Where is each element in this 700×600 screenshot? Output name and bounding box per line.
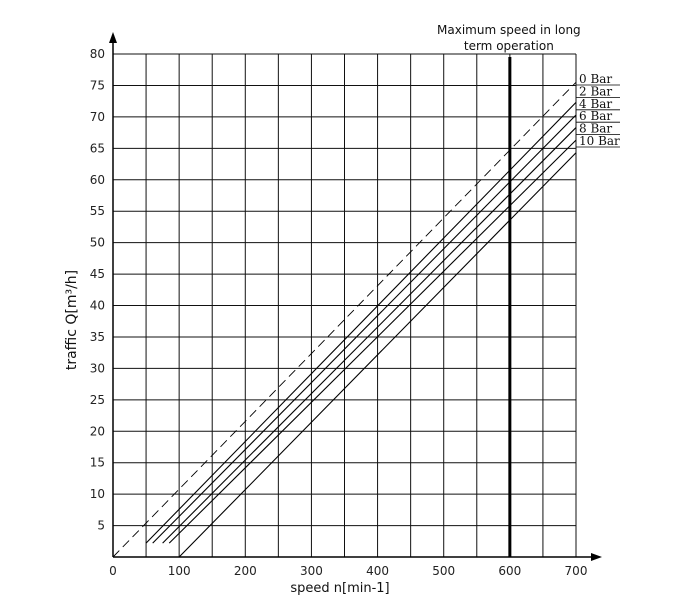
y-tick-label: 45 [90, 267, 105, 281]
max-speed-annotation-line2: term operation [464, 39, 554, 53]
x-axis-arrow-icon [591, 553, 602, 561]
y-tick-label: 35 [90, 330, 105, 344]
max-speed-annotation-line1: Maximum speed in long [437, 23, 581, 37]
grid-lines [113, 53, 577, 557]
series-line [162, 127, 577, 544]
series-label: 0 Bar [579, 72, 612, 86]
axes [109, 32, 602, 561]
y-tick-label: 40 [90, 299, 105, 313]
series-label: 8 Bar [579, 122, 612, 136]
y-tick-label: 50 [90, 236, 105, 250]
y-tick-label: 60 [90, 173, 105, 187]
y-axis-label: traffic Q[m³/h] [64, 270, 80, 370]
series-label: 4 Bar [579, 97, 612, 111]
y-tick-label: 20 [90, 424, 105, 438]
y-tick-label: 75 [90, 78, 105, 92]
y-tick-label: 15 [90, 456, 105, 470]
series-label: 2 Bar [579, 84, 612, 98]
y-tick-label: 65 [90, 141, 105, 155]
y-tick-label: 30 [90, 361, 105, 375]
series-line [112, 81, 577, 558]
y-tick-label: 55 [90, 204, 105, 218]
series-label: 10 Bar [579, 134, 620, 148]
y-tick-label: 25 [90, 393, 105, 407]
x-axis-label: speed n[min-1] [290, 581, 389, 596]
series-line [168, 139, 577, 544]
series-line [152, 114, 577, 544]
x-tick-label: 500 [432, 564, 455, 578]
y-tick-label: 10 [90, 487, 105, 501]
series-label: 6 Bar [579, 109, 612, 123]
x-tick-label: 0 [109, 564, 117, 578]
tick-labels: 0 100 200 300 400 500 600 700 5 10 15 20 25 30 35 40 45 5… [90, 47, 588, 578]
y-tick-label: 80 [90, 47, 105, 61]
y-tick-label: 70 [90, 110, 105, 124]
x-tick-label: 400 [366, 564, 389, 578]
series-line [145, 102, 577, 544]
x-tick-label: 600 [498, 564, 521, 578]
x-tick-label: 300 [300, 564, 323, 578]
y-tick-label: 5 [97, 519, 105, 533]
x-tick-label: 700 [565, 564, 588, 578]
x-tick-label: 100 [168, 564, 191, 578]
x-tick-label: 200 [234, 564, 257, 578]
y-axis-arrow-icon [109, 32, 117, 43]
